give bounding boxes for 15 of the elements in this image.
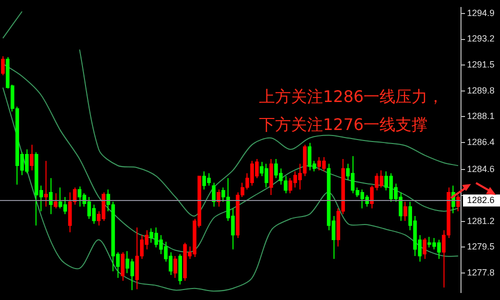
y-tick-label: 1291.5 [467,60,495,70]
y-tick-label: 1284.6 [467,164,495,174]
candlestick [44,160,48,207]
y-tick-label: 1294.9 [467,8,495,18]
y-tick-label: 1281.2 [467,216,495,226]
annotation: 下方关注1276一线支撑 [259,115,428,134]
ref-line-label: 1282.6 [467,194,495,205]
y-tick-label: 1279.5 [467,242,495,252]
annotation: 上方关注1286一线压力， [259,87,444,106]
y-tick-label: 1277.8 [467,267,495,278]
y-tick-label: 1288.1 [467,111,495,122]
line-series [2,87,459,292]
y-tick-label: 1286.4 [467,136,495,147]
y-tick-label: 1289.8 [467,85,495,96]
y-tick-label: 1293.2 [467,34,495,44]
